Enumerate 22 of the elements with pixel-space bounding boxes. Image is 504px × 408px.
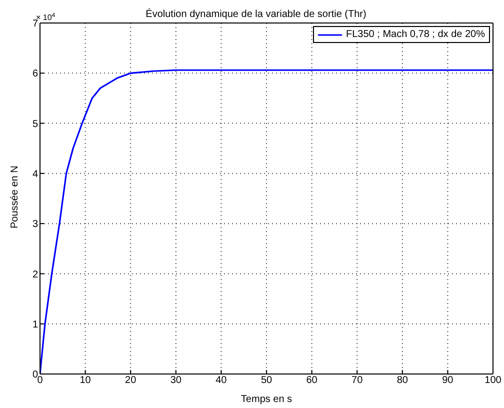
x-tick-label: 20 — [125, 375, 137, 386]
x-axis-title: Temps en s — [240, 394, 292, 405]
y-tick-label: 6 — [32, 68, 38, 80]
x-tick-label: 90 — [442, 375, 454, 386]
y-tick-label: 2 — [32, 269, 38, 280]
y-axis-title: Poussée en N — [10, 166, 21, 228]
text: × 10$^{4}$ — [36, 12, 56, 22]
y-tick-label: 3 — [32, 219, 38, 230]
y-tick-label: 5 — [32, 118, 38, 130]
x-tick-label: 80 — [396, 375, 408, 386]
y-tick-label: 7 — [32, 18, 38, 30]
x-tick-label: 100 — [484, 375, 502, 386]
chart-title: Évolution dynamique de la variable de sortie (Thr) — [146, 8, 366, 20]
x-tick-label: 70 — [352, 375, 364, 386]
y-tick-label: 4 — [32, 168, 38, 180]
x-tick-label: 60 — [306, 375, 318, 386]
y-tick-label: 1 — [32, 319, 38, 330]
x-tick-label: 40 — [216, 375, 228, 386]
legend-label: FL350 ; Mach 0,78 ; dx de 20% — [346, 28, 485, 41]
x-tick-label: 10 — [80, 375, 92, 386]
x-tick-label: 50 — [260, 375, 272, 386]
x-tick-label: 30 — [170, 375, 182, 386]
